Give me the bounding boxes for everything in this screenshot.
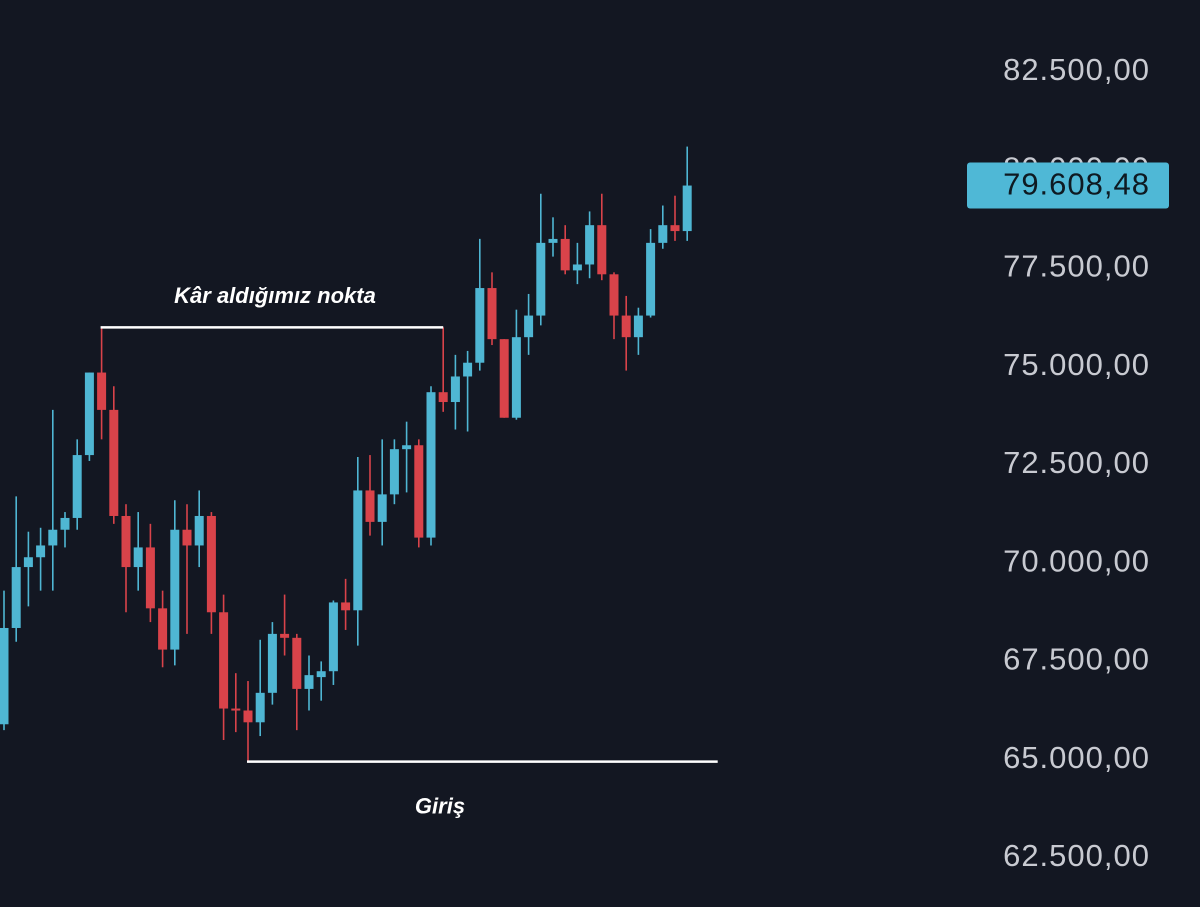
candle-body (341, 602, 351, 611)
candle-body (36, 545, 46, 558)
candle-body (548, 238, 558, 243)
y-tick-label: 62.500,00 (1003, 838, 1150, 873)
candle-body (0, 627, 9, 725)
last-price-label: 79.608,48 (1003, 167, 1150, 202)
last-price-badge (967, 162, 1169, 209)
candle-body (353, 490, 363, 611)
candle-body (609, 274, 619, 316)
candle-body (536, 242, 546, 316)
candle-body (97, 372, 107, 410)
y-tick-label: 65.000,00 (1003, 740, 1150, 775)
candle-body (206, 515, 216, 613)
candle-body (23, 557, 33, 568)
candle-body (145, 547, 155, 609)
y-tick-label: 77.500,00 (1003, 249, 1150, 284)
y-tick-label: 70.000,00 (1003, 543, 1150, 578)
candle-body (463, 362, 473, 377)
candle-body (572, 264, 582, 271)
candle-body (328, 602, 338, 672)
candle-body (280, 633, 290, 638)
candle-body (11, 567, 21, 628)
candle-body (633, 315, 643, 338)
candle-body (621, 315, 631, 338)
candle-body (377, 494, 387, 522)
candle-body (597, 225, 607, 275)
candle-body (109, 409, 119, 516)
candle-body (231, 708, 241, 711)
candle-body (475, 288, 485, 363)
candle-body (304, 675, 314, 689)
candle-body (133, 547, 143, 568)
candle-body (414, 445, 424, 538)
candle-body (316, 671, 326, 678)
y-tick-label: 72.500,00 (1003, 445, 1150, 480)
candle-body (585, 225, 595, 265)
candle-body (158, 608, 168, 650)
candle-body (402, 445, 412, 450)
candle-body (670, 225, 680, 232)
candle-body (84, 372, 94, 456)
candle-body (646, 242, 656, 316)
candle-body (524, 315, 534, 338)
candle-body (72, 455, 82, 518)
candle-body (170, 529, 180, 650)
candle-body (682, 185, 692, 232)
annotation-text: Kâr aldığımız nokta (174, 283, 376, 308)
candle-body (426, 392, 436, 538)
candle-body (121, 515, 131, 568)
y-tick-label: 82.500,00 (1003, 52, 1150, 87)
candle-body (48, 529, 58, 546)
annotation-text: Giriş (415, 793, 465, 818)
candle-body (255, 692, 265, 723)
candle-body (243, 710, 253, 723)
candle-body (182, 529, 192, 546)
candle-body (292, 637, 302, 689)
candle-body (487, 288, 497, 340)
candle-body (194, 515, 204, 546)
candle-body (560, 238, 570, 271)
candle-body (450, 376, 460, 403)
y-tick-label: 67.500,00 (1003, 642, 1150, 677)
candle-body (60, 517, 70, 530)
y-tick-label: 75.000,00 (1003, 347, 1150, 382)
candle-body (365, 490, 375, 522)
candle-body (438, 392, 448, 403)
candle-body (499, 339, 509, 418)
candle-body (511, 337, 521, 418)
candle-body (267, 633, 277, 693)
candle-body (219, 612, 229, 709)
candle-body (389, 449, 399, 495)
candle-body (658, 225, 668, 243)
